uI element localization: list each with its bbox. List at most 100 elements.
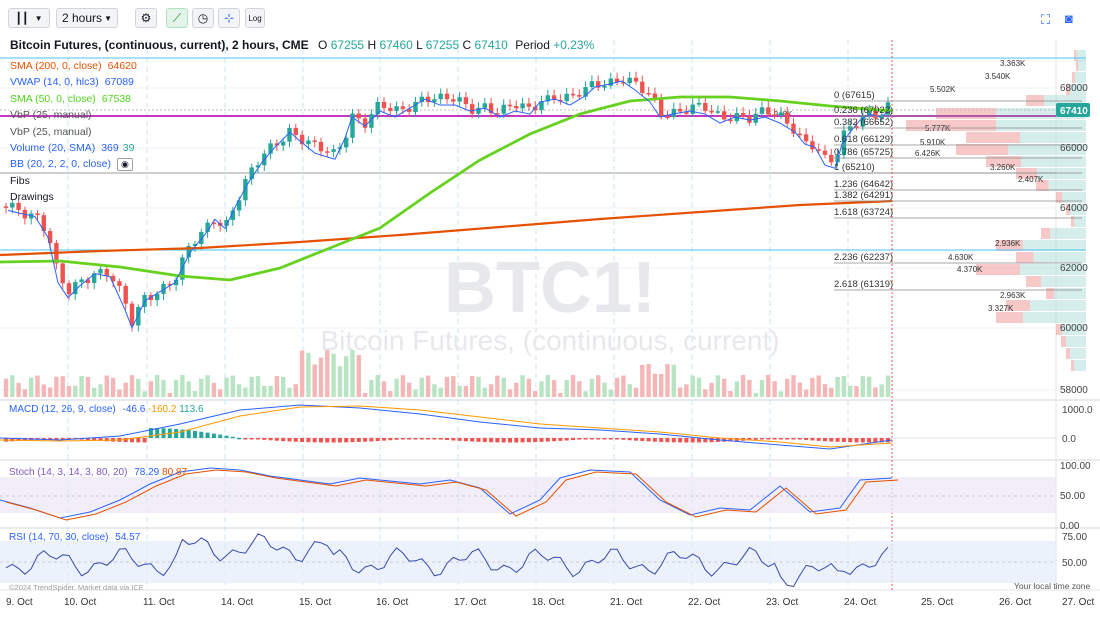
- price-tick: 64000: [1060, 203, 1088, 214]
- vbp-buy-bar: [996, 108, 1086, 119]
- volume-bar: [539, 381, 544, 397]
- vbp-sell-bar: [1071, 216, 1074, 227]
- macd-histogram-bar: [621, 438, 626, 440]
- settings-button[interactable]: ⚙: [135, 8, 157, 28]
- legend-item-vbp-2[interactable]: VbP (25, manual): [10, 125, 92, 138]
- volume-bar: [306, 352, 311, 397]
- vbp-label: 2.936K: [995, 239, 1021, 248]
- compare-button[interactable]: ⊹: [218, 8, 240, 28]
- compare-icon: ⊹: [223, 11, 235, 25]
- volume-bar: [35, 375, 40, 397]
- volume-bar: [797, 382, 802, 397]
- candle-up: [501, 104, 506, 114]
- candle-down: [797, 133, 802, 136]
- macd-histogram-bar: [155, 428, 160, 438]
- volume-bar: [860, 376, 865, 397]
- log-scale-button[interactable]: Log: [245, 8, 265, 28]
- macd-histogram-bar: [476, 438, 481, 442]
- volume-bar: [444, 376, 450, 397]
- macd-histogram-bar: [841, 438, 846, 443]
- camera-icon[interactable]: ◙: [1065, 11, 1073, 26]
- candle-down: [407, 108, 412, 112]
- vbp-buy-bar: [1041, 276, 1086, 287]
- low-label: L: [416, 38, 423, 52]
- legend-item-volume[interactable]: Volume (20, SMA) 369 39: [10, 141, 135, 154]
- macd-histogram-bar: [665, 438, 670, 443]
- macd-histogram-bar: [539, 438, 544, 442]
- vbp-sell-bar: [936, 108, 996, 119]
- volume-bar: [274, 376, 280, 397]
- vbp-sell-bar: [996, 240, 1023, 251]
- legend-item-bb[interactable]: BB (20, 2, 2, 0, close) ◉: [10, 156, 594, 172]
- stoch-legend[interactable]: Stoch (14, 3, 14, 3, 80, 20) 78.29 80.87: [9, 467, 188, 478]
- volume-bar: [583, 391, 588, 397]
- candle-down: [41, 215, 46, 232]
- macd-histogram-bar: [438, 438, 443, 440]
- time-tick: 21. Oct: [610, 597, 643, 608]
- candle-up: [287, 127, 292, 142]
- candle-up: [224, 219, 229, 226]
- macd-histogram-bar: [237, 437, 242, 440]
- macd-histogram-bar: [331, 438, 336, 443]
- legend-item-sma50[interactable]: SMA (50, 0, close) 67538: [10, 92, 131, 105]
- macd-histogram-bar: [772, 438, 777, 440]
- vbp-buy-bar: [1062, 324, 1086, 335]
- fullscreen-icon[interactable]: ⛶: [1041, 12, 1051, 27]
- macd-histogram-bar: [10, 438, 15, 442]
- candle-down: [810, 141, 815, 150]
- macd-histogram-bar: [218, 434, 223, 438]
- volume-bar: [325, 350, 330, 397]
- rsi-legend[interactable]: RSI (14, 70, 30, close) 54.57: [9, 532, 141, 543]
- volume-bar: [457, 385, 462, 397]
- macd-histogram-bar: [684, 438, 689, 443]
- candle-down: [646, 92, 651, 95]
- candle-up: [413, 101, 418, 112]
- macd-histogram-bar: [407, 438, 412, 440]
- candle-up: [715, 111, 721, 113]
- legend-item-vbp-1[interactable]: VbP (25, manual): [10, 109, 92, 122]
- volume-bar: [98, 384, 103, 397]
- legend-item-fibs[interactable]: Fibs: [10, 174, 30, 187]
- macd-histogram-bar: [300, 438, 305, 442]
- clock-button[interactable]: ◷: [192, 8, 214, 28]
- candle-up: [520, 103, 525, 109]
- volume-bar: [205, 375, 210, 397]
- macd-histogram-bar: [186, 430, 191, 438]
- interval-label: 2 hours: [62, 11, 103, 25]
- candle-up: [778, 112, 784, 116]
- legend-item-vwap[interactable]: VWAP (14, 0, hlc3) 67089: [10, 76, 134, 89]
- volume-bar: [677, 387, 683, 397]
- legend: Bitcoin Futures, (continuous, current), …: [10, 37, 594, 206]
- macd-histogram-bar: [130, 438, 134, 443]
- macd-histogram-bar: [92, 438, 97, 441]
- local-time-label[interactable]: Your local time zone: [1014, 581, 1091, 591]
- draw-line-button[interactable]: ⟋: [166, 8, 188, 28]
- vbp-label: 5.910K: [920, 138, 946, 147]
- log-label: Log: [248, 13, 262, 23]
- interval-dropdown[interactable]: 2 hours ▼: [56, 8, 118, 28]
- vbp-buy-bar: [1076, 50, 1086, 61]
- candle-up: [608, 78, 613, 86]
- eye-icon[interactable]: ◉: [116, 158, 133, 172]
- legend-item-sma200[interactable]: SMA (200, 0, close) 64620: [10, 60, 137, 72]
- volume-bar: [482, 387, 487, 397]
- volume-bar: [79, 376, 84, 397]
- candle-up: [73, 282, 78, 295]
- candle-up: [199, 232, 204, 245]
- candle-down: [444, 93, 450, 100]
- volume-bar: [715, 375, 721, 397]
- volume-bar: [236, 384, 242, 397]
- candle-down: [3, 206, 9, 208]
- chart-type-dropdown[interactable]: ┃┃ ▼: [8, 8, 50, 28]
- volume-bar: [230, 375, 235, 397]
- vbp-label: 4.630K: [948, 253, 974, 262]
- legend-item-drawings[interactable]: Drawings: [10, 191, 54, 204]
- vbp-label: 5.502K: [930, 85, 956, 94]
- volume-bar: [709, 382, 714, 397]
- macd-histogram-bar: [495, 438, 500, 443]
- macd-legend[interactable]: MACD (12, 26, 9, close) -46.6 -160.2 113…: [9, 404, 204, 415]
- candle-down: [596, 81, 601, 88]
- volume-bar: [400, 375, 406, 397]
- vbp-buy-bar: [1008, 144, 1086, 155]
